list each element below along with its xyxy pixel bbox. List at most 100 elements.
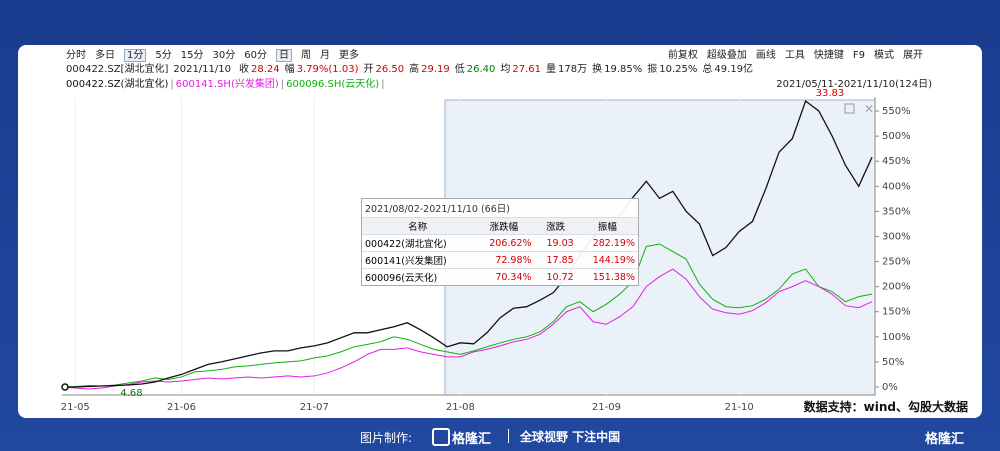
divider <box>508 429 509 443</box>
period-tab[interactable]: 周 <box>300 50 311 61</box>
close-icon[interactable]: × <box>864 102 874 116</box>
legend-separator: | <box>381 79 385 90</box>
period-tab[interactable]: 分时 <box>66 50 86 61</box>
tooltip-row: 000422(湖北宜化) 206.62% 19.03 282.19% <box>362 234 638 252</box>
period-tab[interactable]: 1分 <box>124 49 147 62</box>
legend-range: 2021/05/11-2021/11/10(124日) <box>776 79 932 90</box>
tooltip-cell: 206.62% <box>473 234 535 252</box>
period-tab[interactable]: 多日 <box>95 50 115 61</box>
quote-value: 29.19 <box>421 64 450 75</box>
quote-label: 开 <box>363 64 374 75</box>
x-tick-label: 21-06 <box>167 402 196 413</box>
tooltip-column: 涨跌幅 <box>473 217 535 235</box>
start-marker <box>61 383 69 391</box>
made-by: 图片制作: <box>360 431 413 445</box>
tool-button[interactable]: 前复权 <box>667 50 698 61</box>
quote-label: 量 <box>546 64 557 75</box>
legend: 000422.SZ(湖北宜化) | 600141.SH(兴发集团) | 600096.S… <box>66 75 387 90</box>
tooltip-cell: 151.38% <box>576 268 638 285</box>
tool-button[interactable]: 展开 <box>903 50 923 61</box>
footer: 图片制作: 格隆汇 全球视野 下注中国 格隆汇 <box>0 425 1000 449</box>
tool-button[interactable]: 工具 <box>784 50 805 61</box>
tooltip-row: 600096(云天化) 70.34% 10.72 151.38% <box>362 268 638 285</box>
quote-label: 高 <box>409 64 420 75</box>
x-tick-label: 21-07 <box>300 402 329 413</box>
restore-icon[interactable] <box>844 103 855 114</box>
quote-date: 2021/11/10 <box>173 64 231 75</box>
period-tabs: 分时 多日 1分 5分 15分 30分 60分日周月更多 <box>66 46 368 62</box>
period-tab[interactable]: 5分 <box>155 50 172 61</box>
quote-value: 178万 <box>558 64 588 75</box>
tooltip-column: 振幅 <box>576 217 638 235</box>
y-tick-label: 250% <box>882 257 911 268</box>
y-tick-label: 200% <box>882 282 911 293</box>
quote-value: 26.40 <box>466 64 496 75</box>
tool-menu: 前复权 超级叠加 画线 工具 快捷键 F9 模式 展开 <box>668 46 932 61</box>
brand-logo <box>432 428 450 446</box>
period-tab[interactable]: 30分 <box>212 50 236 61</box>
tooltip-cell: 72.98% <box>473 251 535 269</box>
tooltip-cell: 600096(云天化) <box>362 268 474 285</box>
quote-value: 10.25% <box>659 64 698 75</box>
period-tab[interactable]: 日 <box>275 49 292 62</box>
quote-label: 总 <box>702 64 713 75</box>
tool-button[interactable]: 超级叠加 <box>706 50 747 61</box>
y-tick-label: 50% <box>882 357 904 368</box>
quote-label: 换 <box>592 64 603 75</box>
tooltip-cell: 144.19% <box>576 251 638 269</box>
data-source: 数据支持：wind、勾股大数据 <box>803 400 968 414</box>
y-tick-label: 0% <box>882 382 898 393</box>
stock-code: 000422.SZ[湖北宜化] <box>66 64 169 75</box>
tooltip-column: 涨跌 <box>534 217 577 235</box>
quote-value: 27.61 <box>512 64 542 75</box>
tooltip-cell: 000422(湖北宜化) <box>362 234 474 252</box>
x-tick-label: 21-09 <box>592 402 621 413</box>
tooltip-row: 600141(兴发集团) 72.98% 17.85 144.19% <box>362 251 638 269</box>
legend-entry: 000422.SZ(湖北宜化) <box>66 79 169 90</box>
legend-separator: | <box>280 79 285 90</box>
y-tick-label: 500% <box>882 131 911 142</box>
quote-value: 3.79%(1.03) <box>296 64 359 75</box>
tool-button[interactable]: F9 <box>852 50 865 61</box>
quote-value: 49.19亿 <box>714 64 754 75</box>
panel: × 21-05 21-06 21-07 21-08 21-09 21-10 0% 50% 100… <box>18 45 982 418</box>
quote-label: 振 <box>647 64 658 75</box>
x-tick-label: 21-10 <box>725 402 754 413</box>
period-tab[interactable]: 60分 <box>244 50 267 61</box>
y-tick-label: 150% <box>882 307 911 318</box>
tool-button[interactable]: 快捷键 <box>813 50 844 61</box>
brand: 格隆汇 <box>452 432 492 447</box>
slogan: 全球视野 下注中国 <box>520 430 621 444</box>
quote-info: 000422.SZ[湖北宜化] 2021/11/10 收 28.24 幅 3.79%(1.… <box>66 60 758 75</box>
tooltip-column: 名称 <box>362 217 474 235</box>
legend-entry: 600141.SH(兴发集团) <box>175 79 279 90</box>
range-tooltip: 2021/08/02-2021/11/10 (66日) 名称 涨跌幅 涨跌 振幅 000… <box>361 198 639 286</box>
annotation: 4.68 <box>120 388 142 399</box>
legend-entry: 600096.SH(云天化) <box>286 79 380 90</box>
period-tab[interactable]: 月 <box>319 50 330 61</box>
period-tab[interactable]: 15分 <box>180 50 204 61</box>
series-line <box>61 268 873 390</box>
tool-button[interactable]: 画线 <box>755 50 776 61</box>
legend-separator: | <box>170 79 174 90</box>
tooltip-header: 名称 涨跌幅 涨跌 振幅 <box>362 217 638 235</box>
quote-value: 28.24 <box>251 64 280 75</box>
tooltip-title: 2021/08/02-2021/11/10 (66日) <box>365 204 510 215</box>
tooltip-cell: 10.72 <box>534 268 577 285</box>
y-tick-label: 400% <box>882 181 911 192</box>
y-tick-label: 350% <box>882 206 911 217</box>
quote-value: 19.85% <box>604 64 643 75</box>
tool-button[interactable]: 模式 <box>874 50 894 61</box>
series-line <box>62 99 873 388</box>
series-line <box>61 243 873 388</box>
x-tick-label: 21-05 <box>61 402 90 413</box>
corner-brand: 格隆汇 <box>925 432 965 447</box>
period-tab[interactable]: 更多 <box>338 50 359 61</box>
annotation: 33.83 <box>816 88 845 99</box>
tooltip-cell: 70.34% <box>473 268 535 285</box>
quote-label: 幅 <box>284 64 295 75</box>
y-tick-label: 300% <box>882 231 911 242</box>
quote-label: 低 <box>454 64 465 75</box>
tooltip-cell: 19.03 <box>534 234 577 252</box>
